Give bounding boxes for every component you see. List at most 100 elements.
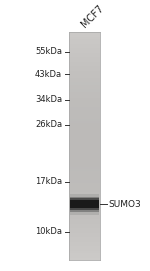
Bar xyxy=(69,201,100,203)
Bar xyxy=(69,89,100,92)
Text: 55kDa: 55kDa xyxy=(35,47,62,56)
Bar xyxy=(69,230,100,233)
Bar xyxy=(69,128,100,130)
Bar xyxy=(69,62,100,64)
Bar xyxy=(69,125,100,128)
Bar xyxy=(69,205,100,208)
Bar xyxy=(69,112,100,114)
Bar xyxy=(69,253,100,256)
Bar xyxy=(69,32,100,35)
Bar xyxy=(69,57,100,60)
Bar xyxy=(69,43,100,46)
Bar xyxy=(69,121,100,123)
Bar xyxy=(69,173,100,176)
Bar xyxy=(69,194,100,196)
Bar xyxy=(69,148,100,151)
Bar xyxy=(69,34,100,37)
Bar xyxy=(69,139,100,142)
Text: 10kDa: 10kDa xyxy=(35,227,62,236)
Bar xyxy=(69,91,100,94)
Bar xyxy=(69,78,100,80)
Bar xyxy=(69,80,100,82)
Bar xyxy=(69,96,100,98)
Bar xyxy=(69,196,100,199)
Bar xyxy=(69,75,100,78)
Bar xyxy=(69,109,100,112)
Bar xyxy=(69,50,100,53)
Bar xyxy=(69,221,100,224)
Text: MCF7: MCF7 xyxy=(79,4,105,30)
Bar xyxy=(69,212,100,215)
Bar xyxy=(69,153,100,155)
Bar xyxy=(69,37,100,39)
Bar xyxy=(69,223,100,226)
Bar xyxy=(69,73,100,76)
Bar xyxy=(69,105,100,108)
Bar xyxy=(69,53,100,55)
Bar xyxy=(69,48,100,51)
Text: 34kDa: 34kDa xyxy=(35,95,62,104)
Bar xyxy=(69,251,100,253)
Bar xyxy=(69,135,100,137)
Bar xyxy=(69,141,100,144)
Bar xyxy=(69,132,100,135)
Bar xyxy=(69,164,100,167)
Bar xyxy=(69,69,100,71)
Bar xyxy=(69,203,100,205)
Bar xyxy=(70,201,99,208)
Bar xyxy=(69,207,100,210)
Bar xyxy=(69,246,100,249)
Bar xyxy=(69,55,100,57)
Bar xyxy=(69,41,100,44)
Bar xyxy=(69,257,100,260)
Text: 26kDa: 26kDa xyxy=(35,120,62,129)
Bar xyxy=(69,100,100,103)
Bar xyxy=(69,249,100,251)
Bar xyxy=(69,87,100,89)
Bar xyxy=(69,185,100,187)
Bar xyxy=(69,130,100,133)
Bar xyxy=(69,116,100,119)
Bar xyxy=(69,255,100,258)
Bar xyxy=(69,107,100,110)
Bar xyxy=(69,198,100,201)
Bar xyxy=(69,39,100,41)
Bar xyxy=(69,214,100,217)
Bar xyxy=(69,217,100,219)
Text: SUMO3: SUMO3 xyxy=(109,200,142,209)
Bar xyxy=(69,171,100,173)
Bar xyxy=(69,46,100,48)
Bar xyxy=(69,228,100,230)
Bar xyxy=(70,194,99,215)
Bar xyxy=(69,235,100,237)
Text: 17kDa: 17kDa xyxy=(35,177,62,186)
Bar xyxy=(69,189,100,192)
Bar xyxy=(69,82,100,85)
Bar xyxy=(69,144,100,146)
Text: 43kDa: 43kDa xyxy=(35,70,62,79)
Bar xyxy=(69,98,100,101)
Bar xyxy=(69,59,100,62)
Bar xyxy=(69,166,100,169)
Bar xyxy=(69,137,100,139)
Bar xyxy=(69,103,100,105)
Bar xyxy=(69,93,100,96)
Bar xyxy=(69,71,100,73)
Bar xyxy=(69,150,100,153)
Bar xyxy=(69,114,100,117)
Bar xyxy=(69,241,100,244)
Bar xyxy=(69,146,100,149)
Bar xyxy=(70,196,99,212)
Bar xyxy=(69,233,100,235)
Bar xyxy=(69,162,100,164)
Bar xyxy=(69,123,100,126)
Bar xyxy=(69,226,100,228)
Bar xyxy=(69,169,100,171)
Bar xyxy=(69,176,100,178)
Bar xyxy=(69,119,100,121)
Bar xyxy=(69,64,100,66)
Bar xyxy=(69,187,100,189)
Bar xyxy=(69,239,100,242)
Bar xyxy=(69,192,100,194)
Bar xyxy=(69,182,100,185)
